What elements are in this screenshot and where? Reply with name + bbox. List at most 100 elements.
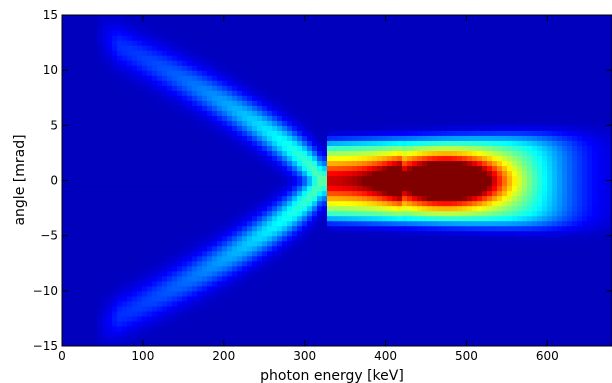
heatmap-cell — [142, 290, 148, 297]
heatmap-cell — [237, 85, 243, 91]
heatmap-cell — [167, 115, 173, 121]
heatmap-cell — [112, 115, 118, 121]
heatmap-cell — [82, 15, 88, 21]
heatmap-cell — [362, 20, 368, 26]
heatmap-cell — [262, 170, 268, 177]
heatmap-cell — [97, 65, 103, 71]
heatmap-cell — [262, 50, 268, 56]
heatmap-cell — [362, 110, 368, 116]
heatmap-cell — [437, 130, 443, 136]
heatmap-cell — [242, 165, 248, 172]
heatmap-cell — [307, 105, 313, 111]
heatmap-cell — [157, 300, 163, 307]
heatmap-cell — [277, 320, 283, 327]
heatmap-cell — [257, 15, 263, 21]
heatmap-cell — [272, 135, 278, 141]
heatmap-cell — [62, 335, 68, 342]
heatmap-cell — [437, 270, 443, 277]
heatmap-cell — [202, 115, 208, 121]
heatmap-cell — [377, 150, 383, 157]
heatmap-cell — [252, 215, 258, 222]
heatmap-cell — [282, 270, 288, 277]
heatmap-cell — [212, 75, 218, 81]
heatmap-cell — [147, 315, 153, 322]
heatmap-cell — [277, 50, 283, 56]
heatmap-cell — [117, 30, 123, 36]
heatmap-cell — [102, 160, 108, 167]
heatmap-cell — [117, 205, 123, 212]
heatmap-cell — [367, 20, 373, 26]
heatmap-cell — [102, 135, 108, 141]
heatmap-cell — [157, 25, 163, 31]
heatmap-cell — [197, 315, 203, 322]
heatmap-cell — [117, 185, 123, 192]
heatmap-cell — [307, 110, 313, 116]
heatmap-cell — [182, 195, 188, 202]
heatmap-cell — [427, 315, 433, 322]
heatmap-cell — [117, 335, 123, 342]
heatmap-cell — [102, 145, 108, 152]
heatmap-cell — [362, 250, 368, 257]
heatmap-cell — [297, 170, 303, 177]
heatmap-cell — [327, 320, 333, 327]
heatmap-cell — [217, 270, 223, 277]
heatmap-cell — [152, 200, 158, 207]
heatmap-cell — [312, 210, 318, 217]
heatmap-cell — [282, 305, 288, 312]
heatmap-cell — [122, 210, 128, 217]
heatmap-cell — [282, 75, 288, 81]
heatmap-cell — [142, 275, 148, 282]
heatmap-cell — [317, 95, 323, 101]
heatmap-cell — [417, 320, 423, 327]
heatmap-cell — [437, 320, 443, 327]
heatmap-cell — [377, 140, 383, 146]
heatmap-cell — [397, 330, 403, 337]
heatmap-cell — [242, 50, 248, 56]
heatmap-cell — [167, 275, 173, 282]
heatmap-cell — [412, 125, 418, 131]
heatmap-cell — [302, 195, 308, 202]
heatmap-cell — [427, 185, 433, 192]
heatmap-cell — [72, 95, 78, 101]
heatmap-cell — [397, 150, 403, 157]
heatmap-cell — [332, 335, 338, 342]
heatmap-cell — [172, 90, 178, 96]
heatmap-cell — [302, 185, 308, 192]
heatmap-cell — [122, 180, 128, 187]
heatmap-cell — [257, 105, 263, 111]
heatmap-cell — [197, 15, 203, 21]
heatmap-cell — [232, 250, 238, 257]
heatmap-cell — [227, 175, 233, 182]
heatmap-cell — [417, 285, 423, 292]
heatmap-cell — [227, 325, 233, 332]
heatmap-cell — [207, 200, 213, 207]
heatmap-cell — [202, 235, 208, 242]
heatmap-cell — [177, 230, 183, 237]
heatmap-cell — [207, 65, 213, 71]
heatmap-cell — [102, 80, 108, 86]
heatmap-cell — [422, 180, 428, 187]
heatmap-cell — [102, 305, 108, 312]
heatmap-cell — [157, 295, 163, 302]
heatmap-cell — [152, 105, 158, 111]
heatmap-cell — [322, 210, 328, 217]
heatmap-cell — [252, 100, 258, 106]
heatmap-cell — [207, 245, 213, 252]
heatmap-cell — [172, 200, 178, 207]
heatmap-cell — [307, 330, 313, 337]
heatmap-cell — [432, 210, 438, 217]
heatmap-cell — [327, 235, 333, 242]
heatmap-cell — [282, 225, 288, 232]
heatmap-cell — [112, 195, 118, 202]
heatmap-cell — [397, 175, 403, 182]
heatmap-cell — [427, 170, 433, 177]
heatmap-cell — [427, 235, 433, 242]
heatmap-cell — [172, 215, 178, 222]
heatmap-cell — [272, 155, 278, 162]
heatmap-cell — [117, 105, 123, 111]
heatmap-cell — [432, 35, 438, 41]
heatmap-cell — [202, 320, 208, 327]
heatmap-cell — [322, 180, 328, 187]
heatmap-cell — [247, 125, 253, 131]
heatmap-cell — [147, 240, 153, 247]
